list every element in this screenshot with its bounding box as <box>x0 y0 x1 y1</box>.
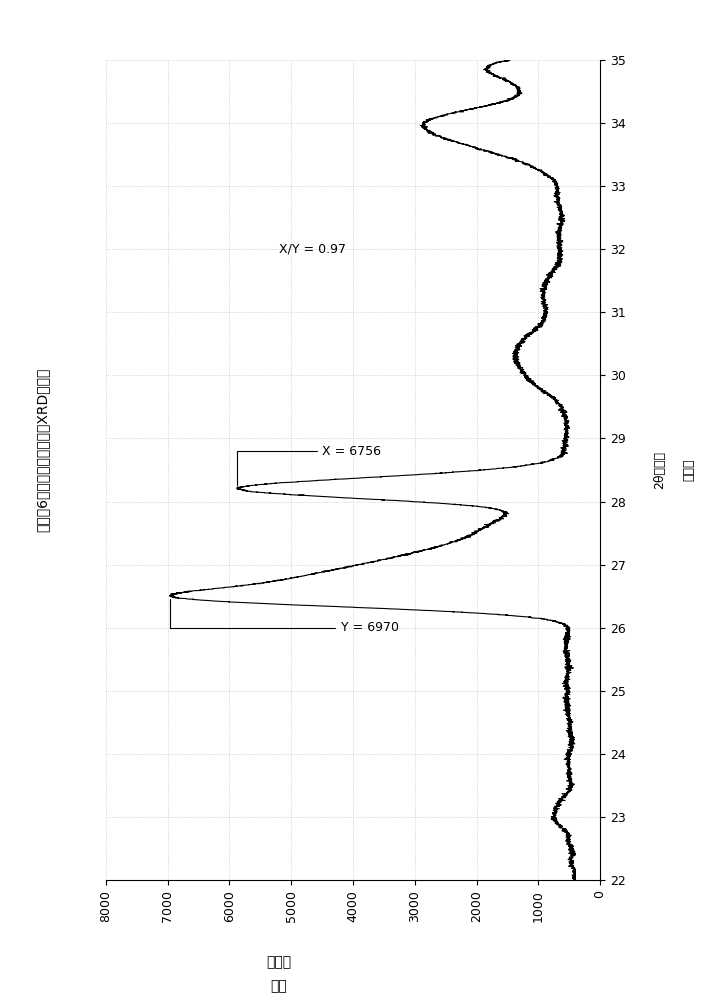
Text: 计数: 计数 <box>270 980 287 994</box>
Text: Y = 6970: Y = 6970 <box>169 599 399 634</box>
Text: X/Y = 0.97: X/Y = 0.97 <box>279 243 346 256</box>
Text: 峰强度: 峰强度 <box>266 955 292 969</box>
Text: 衍射角: 衍射角 <box>683 459 695 481</box>
Text: 实施例6所示制化剂组合物的XRD衍射图: 实施例6所示制化剂组合物的XRD衍射图 <box>35 368 49 532</box>
Text: X = 6756: X = 6756 <box>237 445 381 485</box>
Text: 2θ（度）: 2θ（度） <box>653 451 666 489</box>
